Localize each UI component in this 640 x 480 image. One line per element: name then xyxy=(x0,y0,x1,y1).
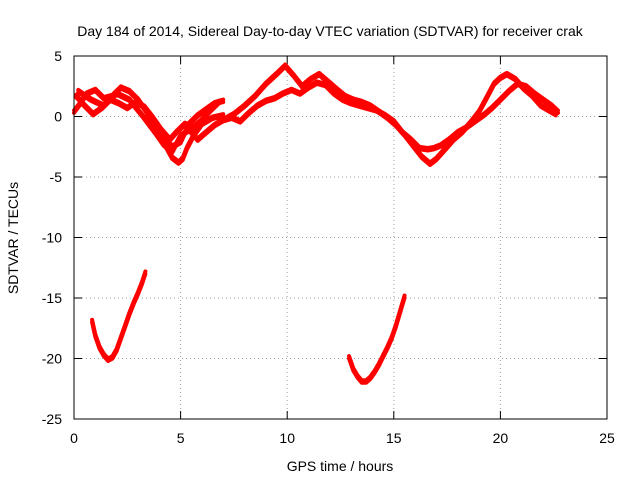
x-tick-label: 10 xyxy=(279,430,295,446)
y-axis-label: SDTVAR / TECUs xyxy=(5,182,21,294)
y-tick-label: 5 xyxy=(54,48,62,64)
chart-title: Day 184 of 2014, Sidereal Day-to-day VTE… xyxy=(77,23,583,39)
series-arc-7-trace xyxy=(347,296,407,385)
series-arc-2-trace xyxy=(74,95,221,143)
plot-frame xyxy=(73,55,608,420)
data-series xyxy=(72,62,560,385)
x-tick-label: 25 xyxy=(599,430,615,446)
axis-ticks: 0 5 10 15 20 25 5 0 -5 -10 -15 -20 -25 xyxy=(42,48,615,446)
series-arc-1-trace xyxy=(72,86,226,166)
x-tick-label: 15 xyxy=(386,430,402,446)
y-tick-label: -10 xyxy=(42,230,62,246)
series-arc-6-trace xyxy=(90,271,148,363)
x-tick-label: 0 xyxy=(70,430,78,446)
grid xyxy=(74,56,607,419)
series-arc-5-trace xyxy=(153,100,226,150)
y-tick-label: -15 xyxy=(42,290,62,306)
x-tick-label: 20 xyxy=(493,430,509,446)
y-tick-label: 0 xyxy=(54,109,62,125)
x-tick-label: 5 xyxy=(177,430,185,446)
x-axis-label: GPS time / hours xyxy=(287,458,394,474)
y-tick-label: -25 xyxy=(42,411,62,427)
y-tick-label: -20 xyxy=(42,351,62,367)
y-tick-label: -5 xyxy=(50,169,63,185)
series-arc-4-trace xyxy=(221,65,558,167)
